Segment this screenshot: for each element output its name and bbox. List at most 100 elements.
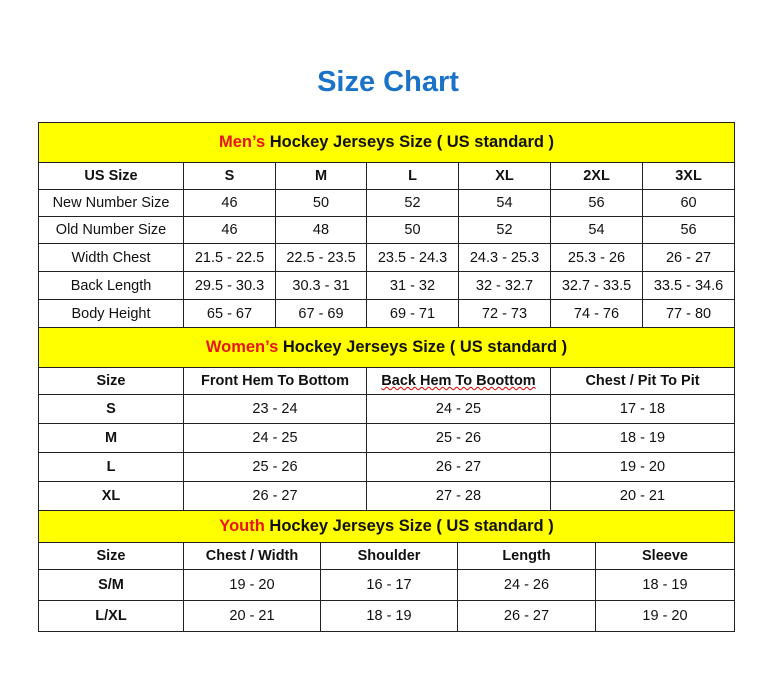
table-cell: 60 xyxy=(641,189,736,217)
table-row: S/M 19 - 20 16 - 17 24 - 26 18 - 19 xyxy=(38,569,736,601)
column-header-label: Chest / Pit To Pit xyxy=(585,373,700,389)
column-header-label: Chest / Width xyxy=(205,548,299,564)
column-header-label: Front Hem To Bottom xyxy=(201,373,349,389)
table-cell: 46 xyxy=(183,216,276,244)
table-cell: 65 - 67 xyxy=(183,299,276,328)
men-section-title: Hockey Jerseys Size ( US standard ) xyxy=(265,133,555,151)
table-row: M 24 - 25 25 - 26 18 - 19 xyxy=(38,423,736,453)
table-cell: 32.7 - 33.5 xyxy=(550,271,643,300)
table-cell: 31 - 32 xyxy=(366,271,459,300)
table-cell: 17 - 18 xyxy=(549,394,736,424)
row-label: L/XL xyxy=(38,600,184,632)
youth-size-table: Youth Hockey Jerseys Size ( US standard … xyxy=(37,510,736,632)
table-row: Back Length 29.5 - 30.3 30.3 - 31 31 - 32 32… xyxy=(38,271,736,300)
men-column-header-row: US Size S M L XL 2XL 3XL xyxy=(38,162,736,190)
row-label: Body Height xyxy=(38,299,184,328)
table-row: Body Height 65 - 67 67 - 69 69 - 71 72 - 73 7… xyxy=(38,299,736,328)
table-cell: 20 - 21 xyxy=(183,600,321,632)
column-header: Chest / Width xyxy=(183,542,321,570)
men-section-header-row: Men’s Hockey Jerseys Size ( US standard … xyxy=(37,122,736,163)
row-label: L xyxy=(38,452,184,482)
men-section-highlight: Men’s xyxy=(219,133,266,151)
table-row: Old Number Size 46 48 50 52 54 56 xyxy=(38,216,736,244)
table-cell: 19 - 20 xyxy=(549,452,736,482)
table-row: New Number Size 46 50 52 54 56 60 xyxy=(38,189,736,217)
table-cell: 27 - 28 xyxy=(366,481,551,511)
women-section-title: Hockey Jerseys Size ( US standard ) xyxy=(278,338,568,356)
table-cell: 24 - 25 xyxy=(183,423,367,453)
table-cell: 19 - 20 xyxy=(594,600,736,632)
column-header: Back Hem To Boottom xyxy=(366,367,551,395)
table-cell: 56 xyxy=(641,216,736,244)
table-cell: 69 - 71 xyxy=(366,299,459,328)
table-cell: 25 - 26 xyxy=(183,452,367,482)
table-row: XL 26 - 27 27 - 28 20 - 21 xyxy=(38,481,736,511)
youth-section-highlight: Youth xyxy=(219,517,265,535)
row-label: Width Chest xyxy=(38,243,184,272)
youth-section-title: Hockey Jerseys Size ( US standard ) xyxy=(264,517,554,535)
table-row: Width Chest 21.5 - 22.5 22.5 - 23.5 23.5 - … xyxy=(38,243,736,272)
table-cell: 21.5 - 22.5 xyxy=(183,243,276,272)
column-header: 2XL xyxy=(550,162,643,190)
column-header: M xyxy=(275,162,367,190)
row-label: XL xyxy=(38,481,184,511)
women-section-header-row: Women’s Hockey Jerseys Size ( US standar… xyxy=(37,327,736,368)
row-label: Old Number Size xyxy=(38,216,184,244)
table-cell: 50 xyxy=(366,216,459,244)
page-title: Size Chart xyxy=(317,66,459,98)
column-header: Front Hem To Bottom xyxy=(183,367,367,395)
women-section-header: Women’s Hockey Jerseys Size ( US standar… xyxy=(37,327,736,368)
table-cell: 20 - 21 xyxy=(549,481,736,511)
column-header-label: Sleeve xyxy=(642,548,688,564)
table-row: S 23 - 24 24 - 25 17 - 18 xyxy=(38,394,736,424)
column-header-label: XL xyxy=(495,168,514,184)
table-cell: 74 - 76 xyxy=(550,299,643,328)
table-cell: 56 xyxy=(550,189,643,217)
column-header-label: M xyxy=(314,168,328,184)
column-header-label: L xyxy=(408,168,417,184)
column-header: Size xyxy=(38,542,184,570)
table-cell: 54 xyxy=(458,189,551,217)
column-header-label: 2XL xyxy=(583,168,610,184)
table-row: L 25 - 26 26 - 27 19 - 20 xyxy=(38,452,736,482)
row-label: New Number Size xyxy=(38,189,184,217)
womens-size-table: Women’s Hockey Jerseys Size ( US standar… xyxy=(37,327,736,511)
column-header: Sleeve xyxy=(594,542,736,570)
column-header: Size xyxy=(38,367,184,395)
column-header: L xyxy=(366,162,459,190)
mens-size-table: Men’s Hockey Jerseys Size ( US standard … xyxy=(37,122,736,328)
table-cell: 23 - 24 xyxy=(183,394,367,424)
table-cell: 33.5 - 34.6 xyxy=(641,271,736,300)
table-cell: 18 - 19 xyxy=(594,569,736,601)
column-header-label: S xyxy=(224,168,235,184)
column-header: Length xyxy=(457,542,596,570)
table-cell: 67 - 69 xyxy=(275,299,367,328)
table-cell: 50 xyxy=(275,189,367,217)
table-cell: 32 - 32.7 xyxy=(458,271,551,300)
column-header: XL xyxy=(458,162,551,190)
youth-column-header-row: Size Chest / Width Shoulder Length Sleeve xyxy=(38,542,736,570)
table-cell: 72 - 73 xyxy=(458,299,551,328)
column-header: Shoulder xyxy=(320,542,458,570)
column-header: US Size xyxy=(38,162,184,190)
table-cell: 19 - 20 xyxy=(183,569,321,601)
column-header-label: Size xyxy=(96,373,126,389)
row-label: S xyxy=(38,394,184,424)
column-header-label: Shoulder xyxy=(357,548,421,564)
table-cell: 25 - 26 xyxy=(366,423,551,453)
table-cell: 26 - 27 xyxy=(457,600,596,632)
table-cell: 22.5 - 23.5 xyxy=(275,243,367,272)
table-cell: 18 - 19 xyxy=(549,423,736,453)
table-cell: 23.5 - 24.3 xyxy=(366,243,459,272)
table-row: L/XL 20 - 21 18 - 19 26 - 27 19 - 20 xyxy=(38,600,736,632)
table-cell: 46 xyxy=(183,189,276,217)
table-cell: 24.3 - 25.3 xyxy=(458,243,551,272)
row-label: S/M xyxy=(38,569,184,601)
table-cell: 54 xyxy=(550,216,643,244)
youth-section-header-row: Youth Hockey Jerseys Size ( US standard … xyxy=(37,510,736,543)
table-cell: 26 - 27 xyxy=(641,243,736,272)
table-cell: 52 xyxy=(458,216,551,244)
table-cell: 48 xyxy=(275,216,367,244)
column-header-label: Size xyxy=(96,548,126,564)
column-header-label: US Size xyxy=(84,168,138,184)
